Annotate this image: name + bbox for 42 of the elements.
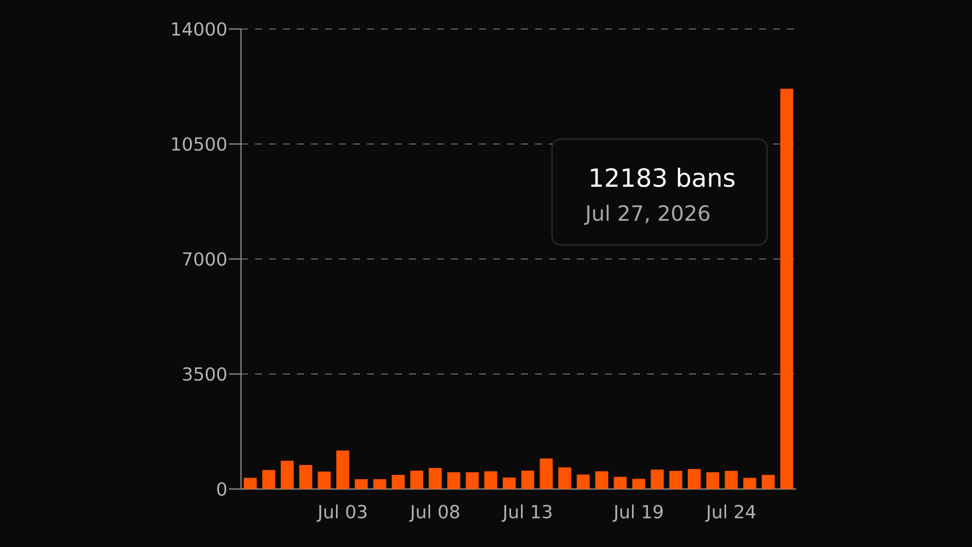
bar <box>484 471 498 489</box>
bar <box>262 470 276 489</box>
bar <box>595 471 608 489</box>
bar <box>688 468 701 489</box>
y-tick-label: 0 <box>217 482 226 496</box>
bar <box>743 478 756 489</box>
y-tick-label: 7000 <box>183 252 226 266</box>
bar <box>669 470 682 489</box>
x-tick-label: Jul 03 <box>316 504 366 522</box>
bar <box>428 468 442 489</box>
bar <box>502 478 516 489</box>
bar <box>632 478 646 489</box>
bar <box>706 472 720 489</box>
bar <box>576 474 590 489</box>
x-tick-label: Jul 24 <box>705 504 756 522</box>
bar <box>521 470 534 489</box>
y-tick-label: 10500 <box>172 137 226 151</box>
bar <box>540 458 553 489</box>
x-tick-label: Jul 19 <box>612 504 663 522</box>
x-tick-label: Jul 13 <box>502 504 552 522</box>
annotation: Jul 27, 2026 <box>584 204 710 225</box>
bar <box>373 479 386 489</box>
bar <box>724 470 738 489</box>
y-tick-label: 3500 <box>183 367 226 381</box>
bar <box>244 478 257 489</box>
bar <box>280 460 294 489</box>
bar <box>299 465 312 489</box>
bar <box>318 472 331 489</box>
bar <box>392 474 405 489</box>
bar <box>410 470 424 489</box>
bar <box>336 450 350 489</box>
x-tick-label: Jul 08 <box>409 504 460 522</box>
bar <box>466 472 479 489</box>
bar <box>354 479 368 489</box>
annotation: 12183 bans <box>590 168 734 188</box>
bar <box>558 467 572 489</box>
y-tick-label: 14000 <box>172 22 226 36</box>
bar <box>762 474 775 489</box>
bar <box>780 88 794 489</box>
bar <box>650 470 664 489</box>
bar <box>447 472 460 489</box>
bar <box>614 476 627 489</box>
